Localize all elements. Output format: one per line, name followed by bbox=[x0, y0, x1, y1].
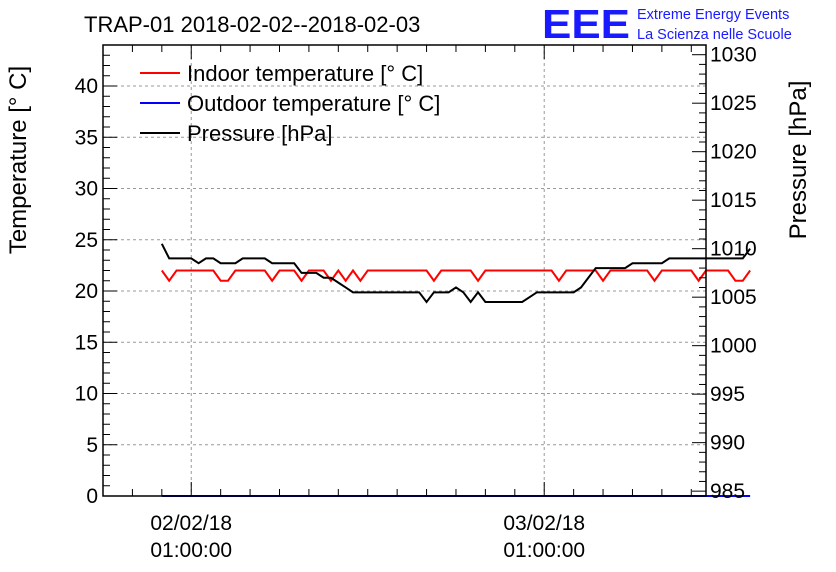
x-tick-label-time: 01:00:00 bbox=[503, 539, 585, 562]
y2-tick-label: 1025 bbox=[710, 92, 757, 115]
legend-label-2: Pressure [hPa] bbox=[187, 121, 333, 146]
y2-tick-label: 1000 bbox=[710, 335, 757, 358]
legend-label-1: Outdoor temperature [° C] bbox=[187, 91, 440, 116]
y2-tick-label: 1020 bbox=[710, 141, 757, 164]
y-tick-label: 0 bbox=[86, 485, 98, 508]
x-tick-label-date: 03/02/18 bbox=[503, 512, 585, 535]
eee-logo-mark: EEE bbox=[542, 1, 630, 47]
series-line-0 bbox=[161, 268, 751, 283]
y-tick-label: 25 bbox=[75, 229, 98, 252]
y2-tick-label: 1010 bbox=[710, 238, 757, 261]
y-tick-label: 40 bbox=[75, 75, 98, 98]
eee-logo-line2: La Scienza nelle Scuole bbox=[637, 27, 792, 43]
legend-label-0: Indoor temperature [° C] bbox=[187, 61, 423, 86]
eee-logo-line1: Extreme Energy Events bbox=[637, 7, 789, 23]
y-tick-label: 15 bbox=[75, 331, 98, 354]
legend: Indoor temperature [° C] Outdoor temperat… bbox=[140, 61, 440, 146]
y2-axis-title: Pressure [hPa] bbox=[785, 81, 812, 240]
chart-title: TRAP-01 2018-02-02--2018-02-03 bbox=[84, 12, 420, 37]
y2-tick-label: 1030 bbox=[710, 44, 757, 67]
y2-tick-label: 990 bbox=[710, 432, 745, 455]
y2-tick-label: 985 bbox=[710, 480, 745, 503]
y-tick-label: 5 bbox=[86, 434, 98, 457]
y2-tick-label: 1005 bbox=[710, 286, 757, 309]
x-tick-label-time: 01:00:00 bbox=[150, 539, 232, 562]
eee-logo: EEE Extreme Energy Events La Scienza nel… bbox=[542, 1, 792, 47]
y-axis-title: Temperature [° C] bbox=[5, 66, 32, 254]
y2-tick-label: 995 bbox=[710, 383, 745, 406]
grid bbox=[103, 45, 706, 496]
series-line-2 bbox=[160, 243, 751, 304]
y-tick-label: 35 bbox=[75, 126, 98, 149]
y-tick-label: 20 bbox=[75, 280, 98, 303]
y-tick-label: 10 bbox=[75, 383, 98, 406]
y2-tick-label: 1015 bbox=[710, 189, 757, 212]
x-tick-label-date: 02/02/18 bbox=[150, 512, 232, 535]
ticks: 0510152025303540985990995100010051010101… bbox=[75, 44, 757, 562]
series-layer bbox=[160, 243, 751, 497]
y-tick-label: 30 bbox=[75, 178, 98, 201]
